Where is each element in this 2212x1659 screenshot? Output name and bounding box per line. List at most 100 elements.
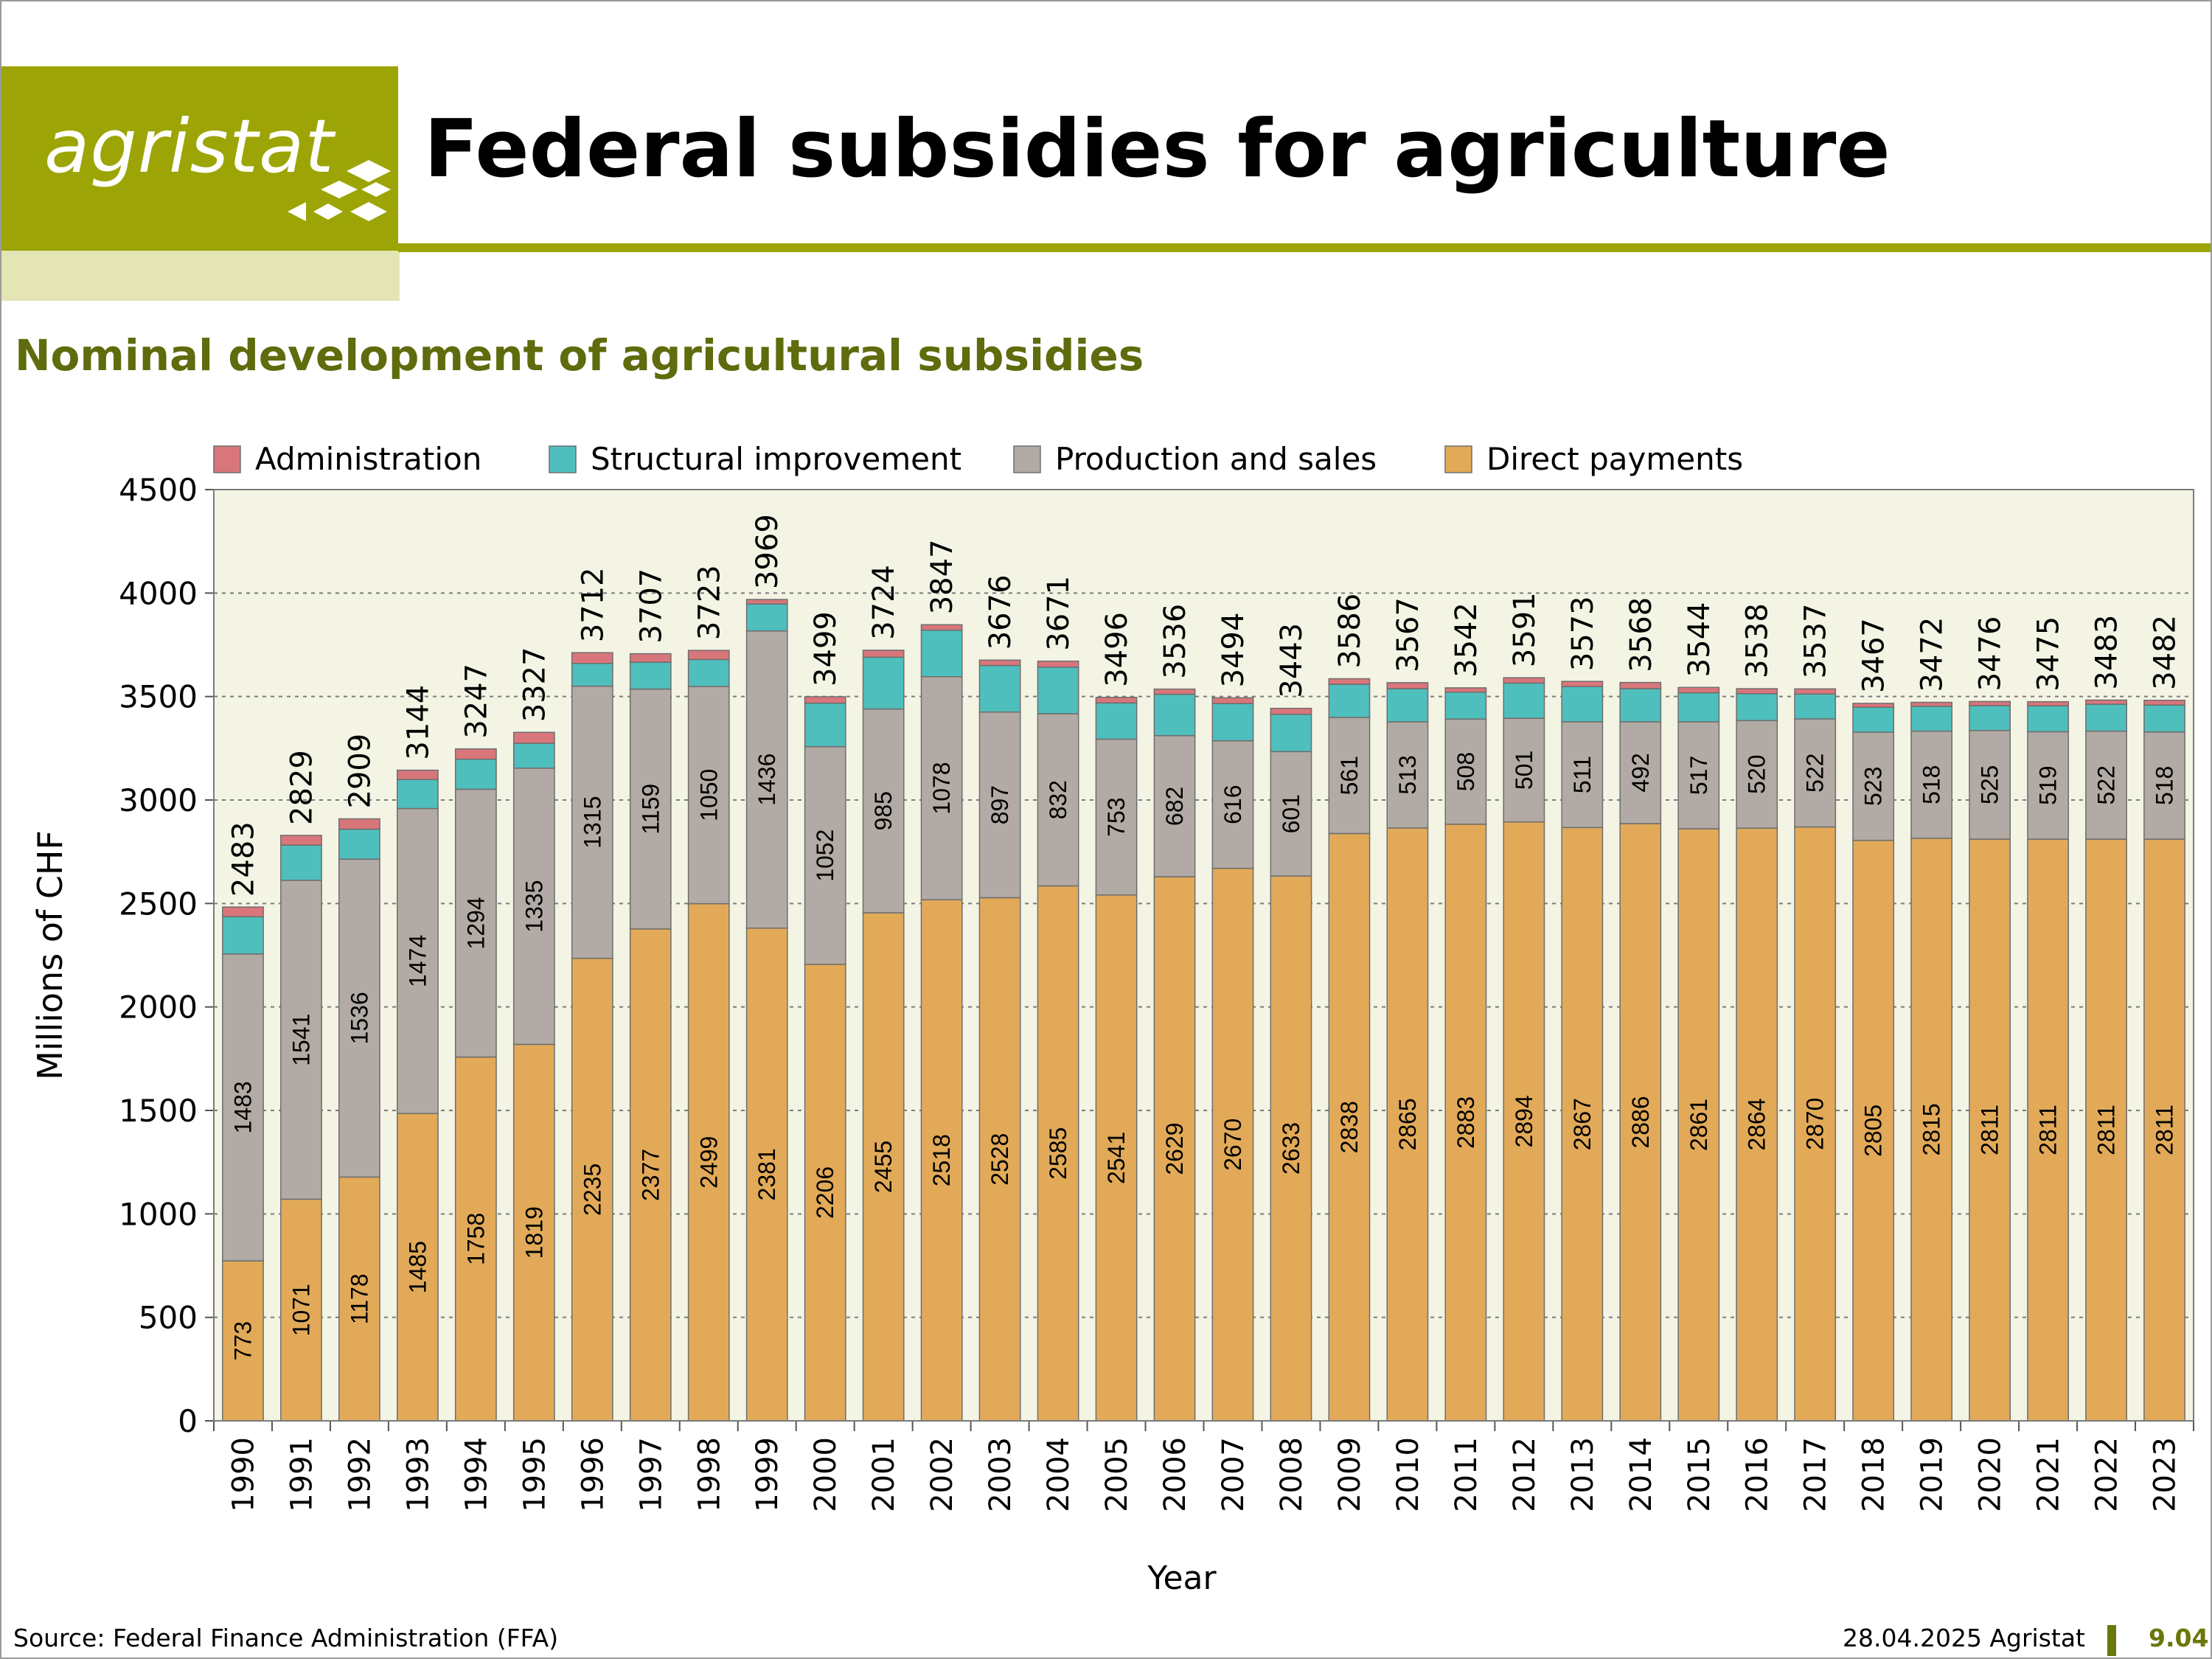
data-label-production-and-sales: 561	[1336, 756, 1363, 795]
total-label: 3724	[867, 565, 901, 640]
bar-direct-payments	[862, 912, 905, 1422]
y-tick-label: 500	[139, 1300, 198, 1336]
bar-administration	[280, 835, 322, 846]
total-label: 3567	[1391, 597, 1425, 672]
bar-structural-improvement	[1969, 705, 2011, 731]
data-label-production-and-sales: 1294	[462, 897, 489, 949]
bar-administration	[1095, 697, 1138, 704]
total-label: 3496	[1100, 612, 1134, 687]
x-tick-label: 1991	[285, 1437, 319, 1512]
data-label-production-and-sales: 897	[987, 785, 1013, 824]
bar-direct-payments	[1095, 894, 1138, 1422]
bar-administration	[1444, 687, 1487, 693]
bar-administration	[1211, 697, 1254, 704]
y-tick-label: 4000	[119, 575, 198, 611]
data-label-production-and-sales: 519	[2035, 766, 2062, 805]
data-label-direct-payments: 2883	[1453, 1096, 1479, 1149]
bar-production-and-sales	[1969, 729, 2011, 840]
bar-structural-improvement	[2143, 704, 2185, 733]
total-label: 3591	[1508, 592, 1542, 667]
data-label-production-and-sales: 518	[2152, 766, 2178, 805]
bar-structural-improvement	[338, 828, 380, 860]
total-label: 3494	[1217, 613, 1251, 688]
bar-administration	[397, 769, 439, 780]
bar-administration	[2027, 700, 2069, 707]
total-label: 3586	[1333, 594, 1367, 669]
bar-structural-improvement	[1736, 692, 1778, 721]
data-label-direct-payments: 2235	[579, 1164, 605, 1216]
bar-structural-improvement	[1270, 714, 1312, 753]
y-tick-label: 1500	[119, 1093, 198, 1129]
x-axis-title: Year	[1147, 1559, 1217, 1593]
data-label-production-and-sales: 1335	[521, 880, 547, 933]
x-tick-label: 2004	[1042, 1437, 1076, 1512]
data-label-direct-payments: 2381	[754, 1148, 780, 1200]
total-label: 3499	[809, 611, 843, 686]
x-tick-label: 1995	[518, 1437, 552, 1512]
bar-direct-payments	[1503, 821, 1545, 1422]
bar-structural-improvement	[1153, 693, 1196, 737]
bar-administration	[1852, 703, 1895, 709]
total-label: 3537	[1799, 603, 1833, 678]
bar-direct-payments	[629, 928, 672, 1422]
data-label-production-and-sales: 522	[1802, 754, 1829, 793]
bar-production-and-sales	[862, 708, 905, 914]
bar-production-and-sales	[1736, 720, 1778, 829]
bar-administration	[1910, 701, 1953, 707]
data-label-production-and-sales: 492	[1627, 753, 1654, 792]
bar-administration	[629, 653, 672, 663]
total-label: 3476	[1974, 616, 2008, 692]
bar-production-and-sales	[571, 685, 613, 959]
total-label: 3472	[1916, 617, 1950, 692]
data-label-direct-payments: 2377	[637, 1149, 664, 1201]
x-tick-label: 2013	[1566, 1437, 1600, 1512]
data-label-direct-payments: 2894	[1511, 1095, 1537, 1147]
bar-direct-payments	[1736, 827, 1778, 1422]
bar-administration	[2085, 699, 2127, 705]
bar-structural-improvement	[2027, 705, 2069, 733]
bar-structural-improvement	[2085, 703, 2127, 732]
bar-structural-improvement	[1619, 688, 1662, 723]
data-label-production-and-sales: 511	[1569, 756, 1596, 793]
bar-administration	[454, 748, 497, 760]
x-tick-label: 2015	[1683, 1437, 1717, 1512]
header-rule	[398, 243, 2211, 252]
data-label-production-and-sales: 1483	[229, 1081, 256, 1133]
bar-direct-payments	[571, 957, 613, 1422]
total-label: 3847	[925, 539, 959, 614]
bar-structural-improvement	[1503, 682, 1545, 719]
y-tick-label: 3500	[119, 679, 198, 715]
legend-item-production-and-sales: Production and sales	[1013, 441, 1377, 477]
data-label-direct-payments: 2811	[2093, 1105, 2120, 1155]
x-tick-label: 2000	[809, 1437, 843, 1512]
bar-direct-payments	[1328, 832, 1371, 1422]
data-label-production-and-sales: 517	[1686, 756, 1712, 795]
x-tick-label: 1996	[576, 1437, 610, 1512]
plot-border	[213, 489, 2194, 1422]
data-label-direct-payments: 2861	[1686, 1099, 1712, 1151]
data-label-direct-payments: 2867	[1569, 1098, 1596, 1150]
bar-direct-payments	[1969, 838, 2011, 1422]
data-label-production-and-sales: 523	[1860, 767, 1887, 806]
bar-administration	[2143, 699, 2185, 706]
legend-label: Direct payments	[1486, 441, 1743, 477]
data-label-production-and-sales: 682	[1161, 787, 1188, 826]
data-label-production-and-sales: 753	[1103, 797, 1130, 836]
bar-structural-improvement	[1328, 684, 1371, 718]
y-tick-label: 2000	[119, 990, 198, 1026]
bar-structural-improvement	[1910, 706, 1953, 732]
bar-administration	[862, 650, 905, 658]
data-label-production-and-sales: 501	[1511, 751, 1537, 790]
x-tick-label: 2019	[1916, 1437, 1950, 1512]
bar-administration	[571, 652, 613, 664]
bar-structural-improvement	[280, 844, 322, 881]
x-tick-label: 1999	[751, 1437, 785, 1512]
bar-production-and-sales	[1910, 730, 1953, 839]
legend-swatch	[549, 445, 577, 473]
x-tick-label: 2005	[1100, 1437, 1134, 1512]
bar-production-and-sales	[2085, 730, 2127, 840]
bar-direct-payments	[1444, 824, 1487, 1422]
bar-structural-improvement	[1561, 686, 1604, 723]
bar-production-and-sales	[745, 630, 788, 929]
bar-administration	[1969, 700, 2011, 706]
